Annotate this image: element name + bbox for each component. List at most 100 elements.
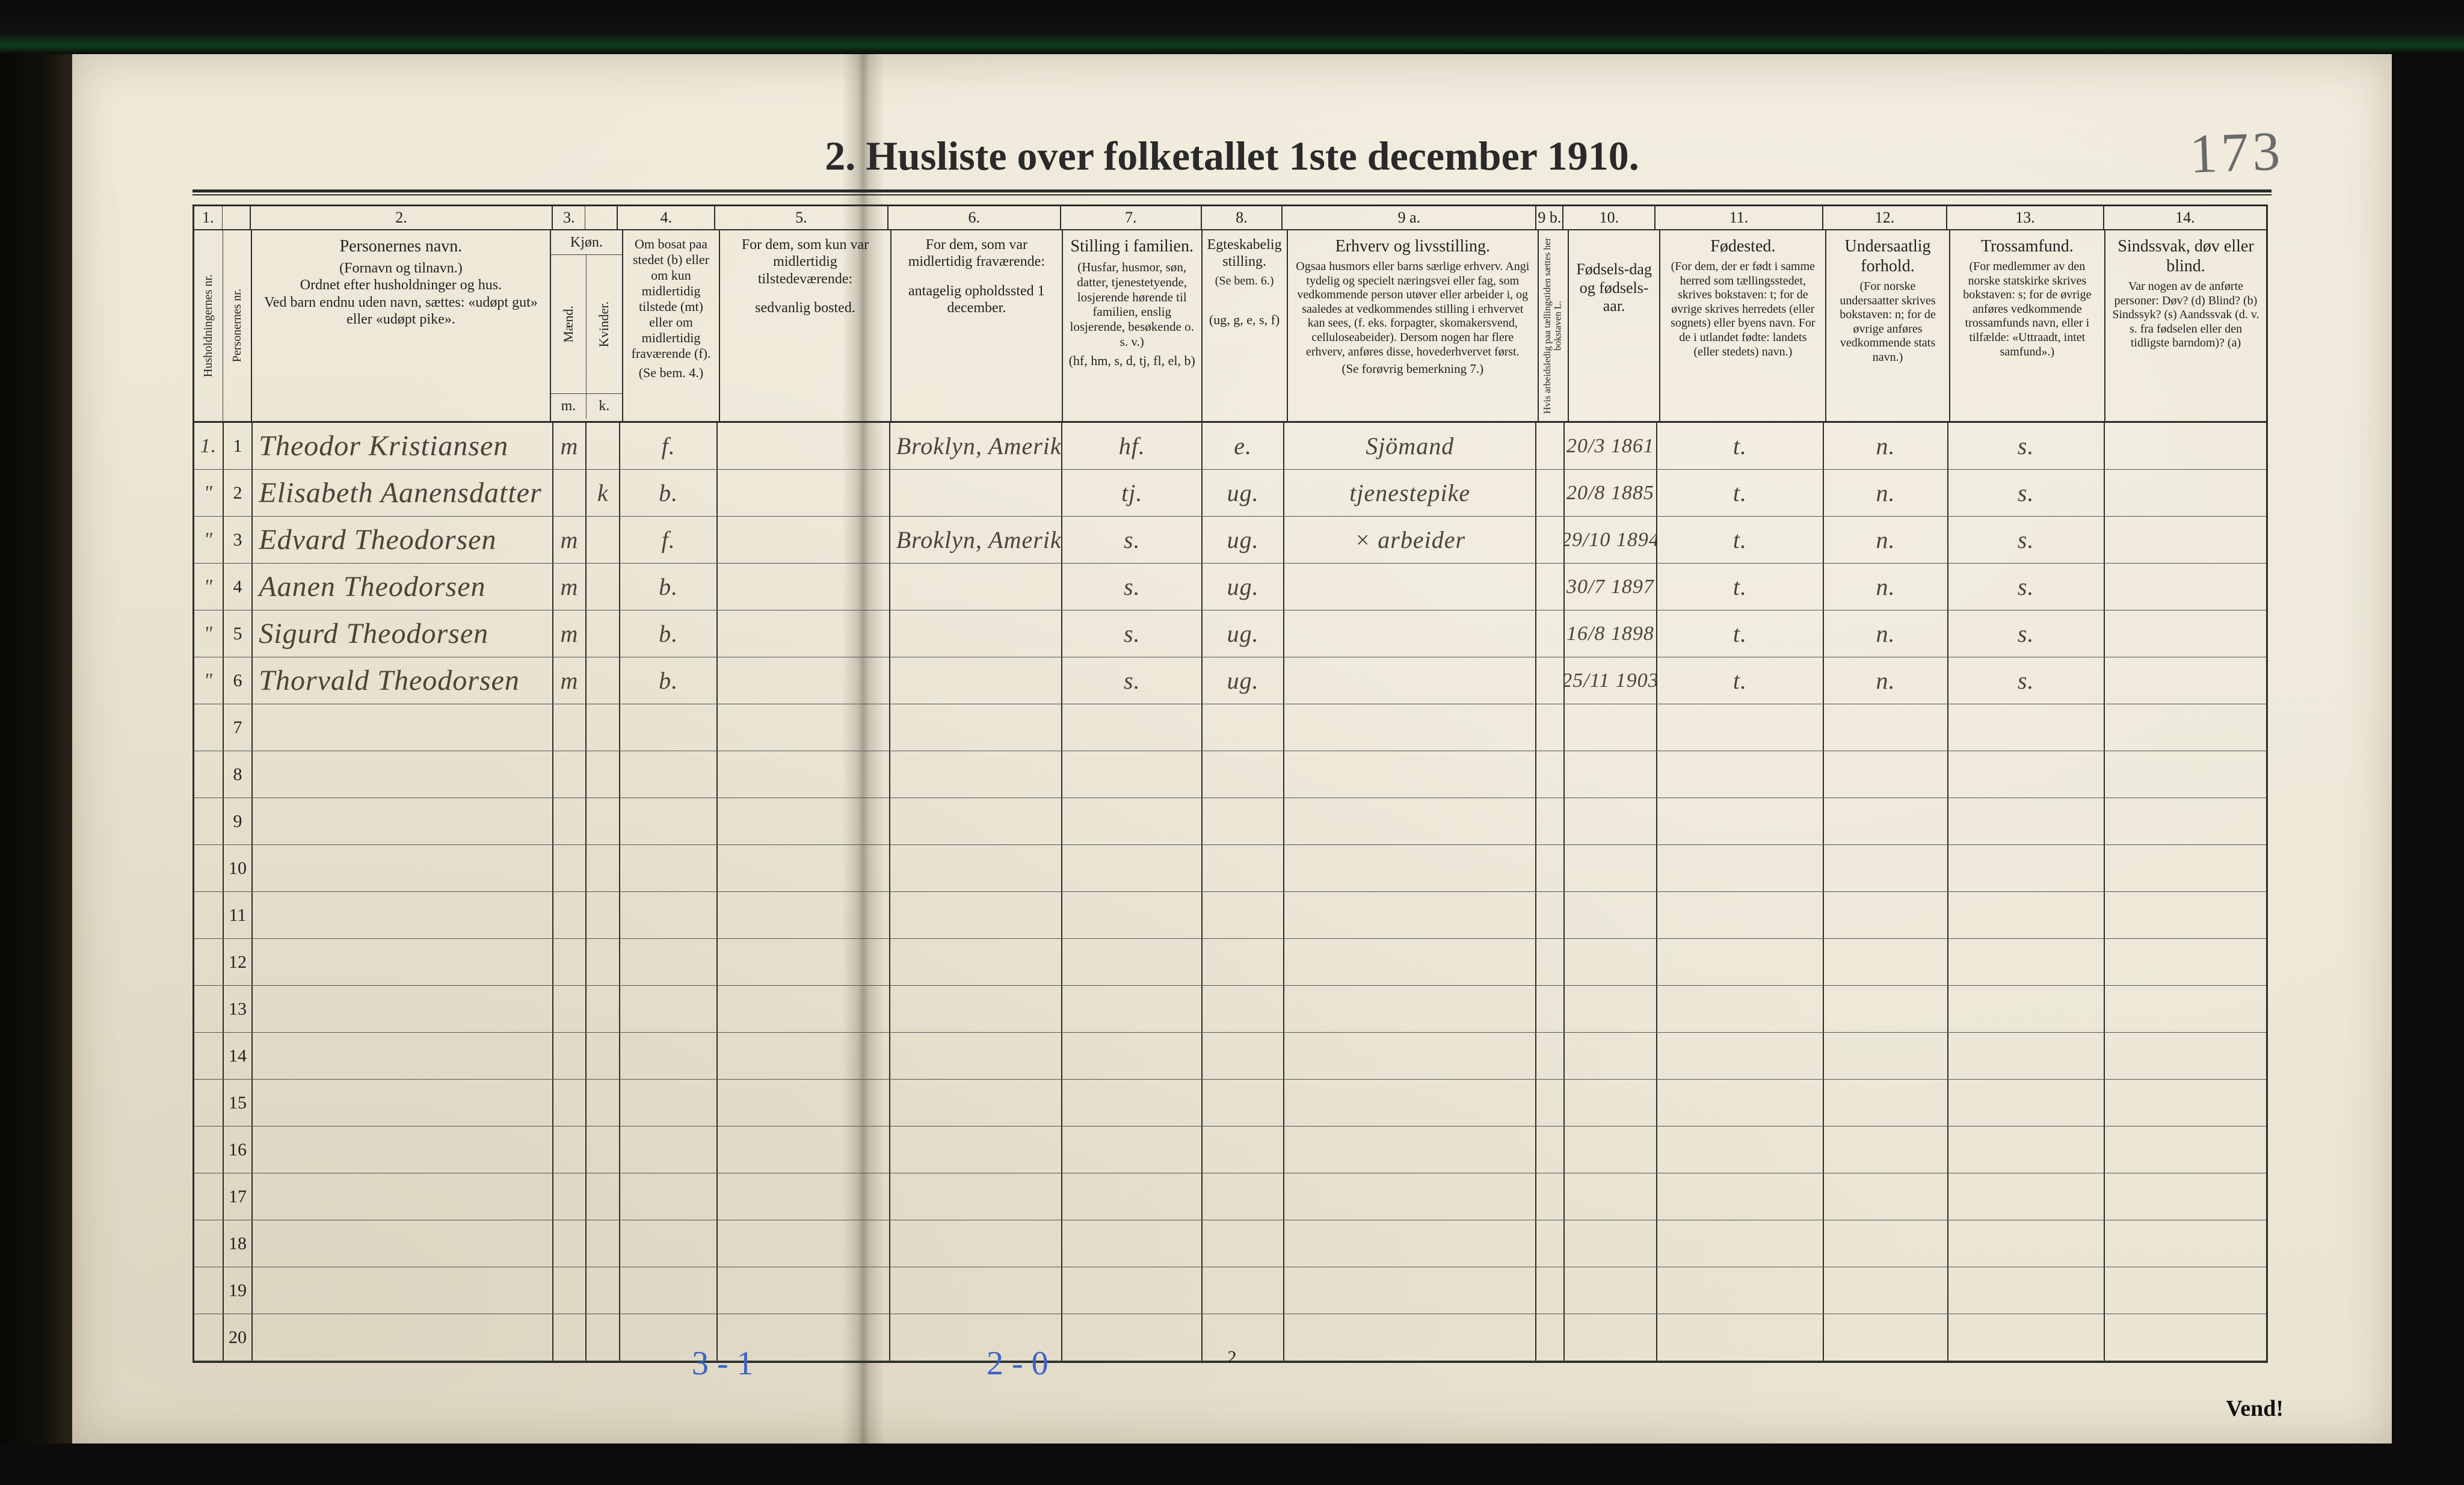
- table-cell: [1284, 892, 1537, 938]
- col9a-foot: (Se forøvrig bemerkning 7.): [1293, 361, 1533, 377]
- table-cell: [1824, 798, 1948, 844]
- table-cell: 11: [224, 892, 253, 938]
- table-cell: [1284, 1173, 1537, 1220]
- table-cell: ": [194, 564, 224, 610]
- table-cell: [587, 892, 620, 938]
- table-cell: [1284, 939, 1537, 985]
- colnum-8: 8.: [1202, 206, 1283, 229]
- table-cell: [2105, 1267, 2266, 1314]
- table-cell: [890, 470, 1062, 516]
- data-rows: 1.1Theodor Kristiansenmf.Broklyn, Amerik…: [194, 423, 2266, 1361]
- table-cell: [1565, 1267, 1657, 1314]
- table-cell: [587, 610, 620, 657]
- table-cell: [194, 1173, 224, 1220]
- table-cell: [620, 704, 718, 751]
- scan-frame: 173 2. Husliste over folketallet 1ste de…: [0, 0, 2464, 1485]
- table-cell: [1536, 517, 1565, 563]
- table-cell: [1536, 704, 1565, 751]
- table-cell: [1062, 1267, 1203, 1314]
- table-row: "5Sigurd Theodorsenmb.s.ug.16/8 1898t.n.…: [194, 610, 2266, 657]
- table-cell: Theodor Kristiansen: [253, 423, 553, 469]
- table-cell: 16: [224, 1127, 253, 1173]
- table-cell: [1565, 939, 1657, 985]
- col14-main: Sindssvak, døv eller blind.: [2110, 236, 2261, 276]
- col7-foot: (hf, hm, s, d, tj, fl, el, b): [1068, 353, 1197, 369]
- table-cell: [553, 1127, 587, 1173]
- table-cell: t.: [1657, 470, 1825, 516]
- table-cell: [1657, 1220, 1825, 1267]
- table-cell: [1536, 423, 1565, 469]
- table-cell: [1536, 564, 1565, 610]
- table-cell: [1536, 1173, 1565, 1220]
- table-cell: 1: [224, 423, 253, 469]
- table-cell: [1824, 751, 1948, 798]
- table-cell: [1203, 1080, 1284, 1126]
- col4-l2: (Se bem. 4.): [628, 365, 714, 381]
- table-cell: ": [194, 657, 224, 704]
- col1b-label: Personernes nr.: [230, 289, 244, 362]
- table-cell: [1536, 1080, 1565, 1126]
- table-cell: [587, 1080, 620, 1126]
- table-cell: [620, 1080, 718, 1126]
- table-cell: s.: [1948, 470, 2105, 516]
- table-cell: [1203, 704, 1284, 751]
- table-cell: 14: [224, 1033, 253, 1079]
- table-cell: [890, 1220, 1062, 1267]
- table-cell: [1657, 1080, 1825, 1126]
- table-cell: [1657, 939, 1825, 985]
- table-cell: t.: [1657, 657, 1825, 704]
- table-cell: [1203, 845, 1284, 891]
- table-cell: [553, 704, 587, 751]
- table-cell: [1948, 751, 2105, 798]
- col11-sub: (For dem, der er født i samme herred som…: [1665, 260, 1820, 359]
- table-cell: [620, 1267, 718, 1314]
- table-cell: [620, 1220, 718, 1267]
- table-cell: [1565, 892, 1657, 938]
- scan-top-border: [0, 0, 2464, 54]
- table-cell: [1657, 986, 1825, 1032]
- table-cell: [1824, 892, 1948, 938]
- table-cell: [587, 704, 620, 751]
- table-cell: [1203, 939, 1284, 985]
- table-cell: s.: [1062, 610, 1203, 657]
- table-cell: [1536, 986, 1565, 1032]
- table-cell: [1565, 1220, 1657, 1267]
- table-cell: [1824, 986, 1948, 1032]
- table-cell: [587, 1033, 620, 1079]
- col6-header: For dem, som var midlertidig fraværende:…: [892, 230, 1063, 421]
- table-cell: s.: [1948, 657, 2105, 704]
- table-cell: ug.: [1203, 564, 1284, 610]
- table-cell: [718, 564, 890, 610]
- table-row: 12: [194, 939, 2266, 986]
- table-cell: n.: [1824, 564, 1948, 610]
- table-cell: s.: [1062, 517, 1203, 563]
- table-cell: ": [194, 470, 224, 516]
- table-cell: [1284, 1267, 1537, 1314]
- table-cell: [1657, 751, 1825, 798]
- table-row: 8: [194, 751, 2266, 798]
- table-row: 9: [194, 798, 2266, 845]
- table-cell: [1565, 1127, 1657, 1173]
- table-cell: 2: [224, 470, 253, 516]
- table-cell: [620, 751, 718, 798]
- table-cell: [1565, 798, 1657, 844]
- table-cell: [1284, 798, 1537, 844]
- col3-foot-k: k.: [587, 394, 622, 418]
- col13-header: Trossamfund. (For medlemmer av den norsk…: [1950, 230, 2105, 421]
- table-cell: b.: [620, 470, 718, 516]
- table-cell: [718, 610, 890, 657]
- table-cell: 7: [224, 704, 253, 751]
- table-cell: s.: [1948, 564, 2105, 610]
- table-cell: [2105, 986, 2266, 1032]
- table-cell: [718, 1080, 890, 1126]
- table-cell: [194, 1080, 224, 1126]
- table-row: 10: [194, 845, 2266, 892]
- table-cell: [718, 470, 890, 516]
- table-cell: t.: [1657, 564, 1825, 610]
- table-cell: [1657, 704, 1825, 751]
- table-cell: Sjömand: [1284, 423, 1537, 469]
- table-cell: t.: [1657, 517, 1825, 563]
- table-cell: [587, 798, 620, 844]
- table-cell: 20/3 1861: [1565, 423, 1657, 469]
- table-cell: [1824, 1127, 1948, 1173]
